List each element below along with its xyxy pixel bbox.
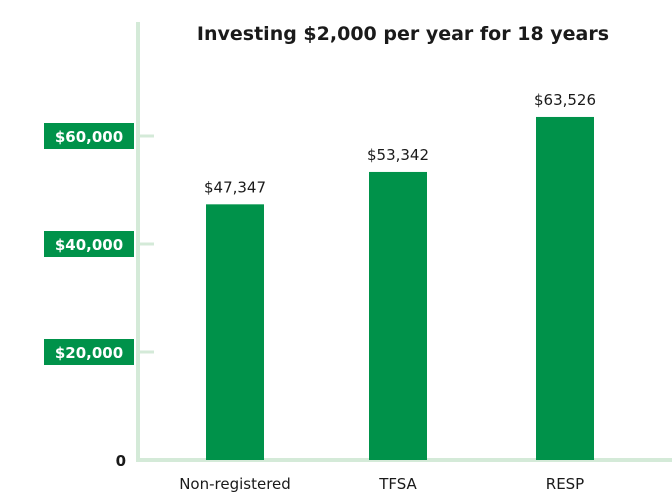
y-tick-label: $60,000 (55, 128, 123, 146)
y-tick-label: $40,000 (55, 236, 123, 254)
x-tick-label: TFSA (378, 475, 417, 493)
bar-resp (536, 116, 594, 461)
bar-tfsa (369, 171, 427, 461)
data-label: $47,347 (204, 178, 266, 196)
data-labels: $47,347 $53,342 $63,526 (204, 91, 596, 196)
x-tick-label: Non-registered (179, 475, 291, 493)
y-tick-label-zero: 0 (116, 452, 126, 470)
bars (206, 116, 594, 461)
y-tick-badge (44, 123, 134, 149)
data-label: $53,342 (367, 146, 429, 164)
x-axis-labels: Non-registered TFSA RESP (179, 475, 584, 493)
chart-title: Investing $2,000 per year for 18 years (197, 23, 609, 45)
bar-non-registered (206, 204, 264, 460)
y-tick-label: $20,000 (55, 344, 123, 362)
y-tick-badge (44, 339, 134, 365)
y-tick-badge (44, 231, 134, 257)
y-axis-ticks: $60,000 $40,000 $20,000 0 (44, 123, 154, 470)
x-tick-label: RESP (546, 475, 584, 493)
data-label: $63,526 (534, 91, 596, 109)
